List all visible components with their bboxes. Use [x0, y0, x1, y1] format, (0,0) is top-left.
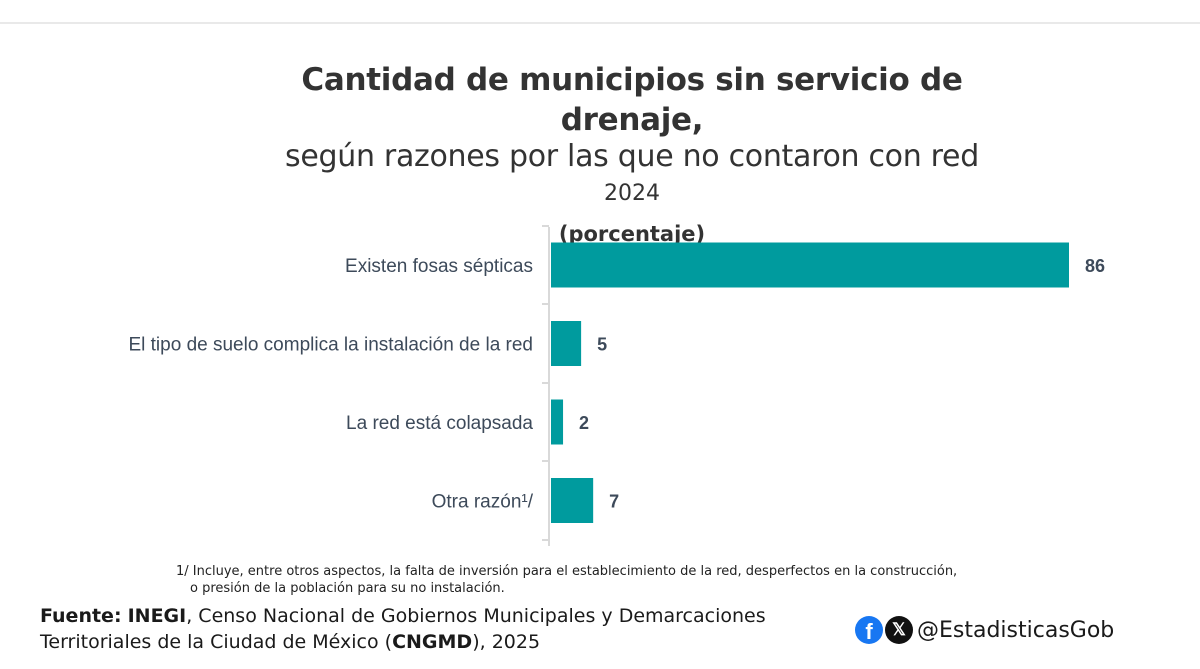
top-divider	[0, 22, 1200, 24]
source-text-2: Territoriales de la Ciudad de México (	[40, 631, 393, 653]
data-label: 7	[609, 492, 619, 512]
source-text-3: ), 2025	[472, 631, 541, 653]
category-label: Existen fosas sépticas	[345, 256, 533, 277]
source-text-1: , Censo Nacional de Gobiernos Municipale…	[186, 605, 766, 627]
footnote-line-2: o presión de la población para su no ins…	[190, 581, 505, 596]
bar	[551, 399, 564, 445]
bar	[551, 321, 582, 366]
bar	[551, 478, 594, 523]
source-label: Fuente:	[40, 605, 122, 627]
chart-year: 2024	[604, 181, 660, 206]
data-label: 2	[579, 413, 589, 433]
footnote: 1/ Incluye, entre otros aspectos, la fal…	[176, 563, 1016, 597]
category-label: Otra razón¹/	[432, 492, 534, 513]
chart-axis	[542, 225, 550, 546]
data-label: 5	[597, 335, 607, 355]
bar	[551, 242, 1069, 288]
data-label: 86	[1085, 256, 1105, 276]
category-label: El tipo de suelo complica la instalación…	[128, 335, 533, 356]
category-label: La red está colapsada	[346, 413, 533, 434]
chart-bars: Existen fosas sépticas 86 El tipo de suelo…	[128, 242, 1105, 523]
footnote-line-1: 1/ Incluye, entre otros aspectos, la fal…	[176, 564, 958, 579]
chart-title: Cantidad de municipios sin servicio de d…	[301, 62, 963, 138]
social-handle[interactable]: @EstadisticasGob	[917, 617, 1115, 643]
source-note: Fuente: INEGI, Censo Nacional de Gobiern…	[40, 603, 820, 655]
chart-title-block: Cantidad de municipios sin servicio de d…	[232, 60, 1032, 248]
x-twitter-icon[interactable]: 𝕏	[885, 616, 913, 644]
facebook-icon[interactable]: f	[855, 616, 883, 644]
chart-unit: (porcentaje)	[558, 222, 706, 246]
source-acronym: CNGMD	[392, 631, 473, 653]
chart-subtitle: según razones por las que no contaron co…	[285, 139, 979, 174]
social-links: f 𝕏 @EstadisticasGob	[855, 613, 1114, 647]
source-org: INEGI	[127, 605, 187, 627]
